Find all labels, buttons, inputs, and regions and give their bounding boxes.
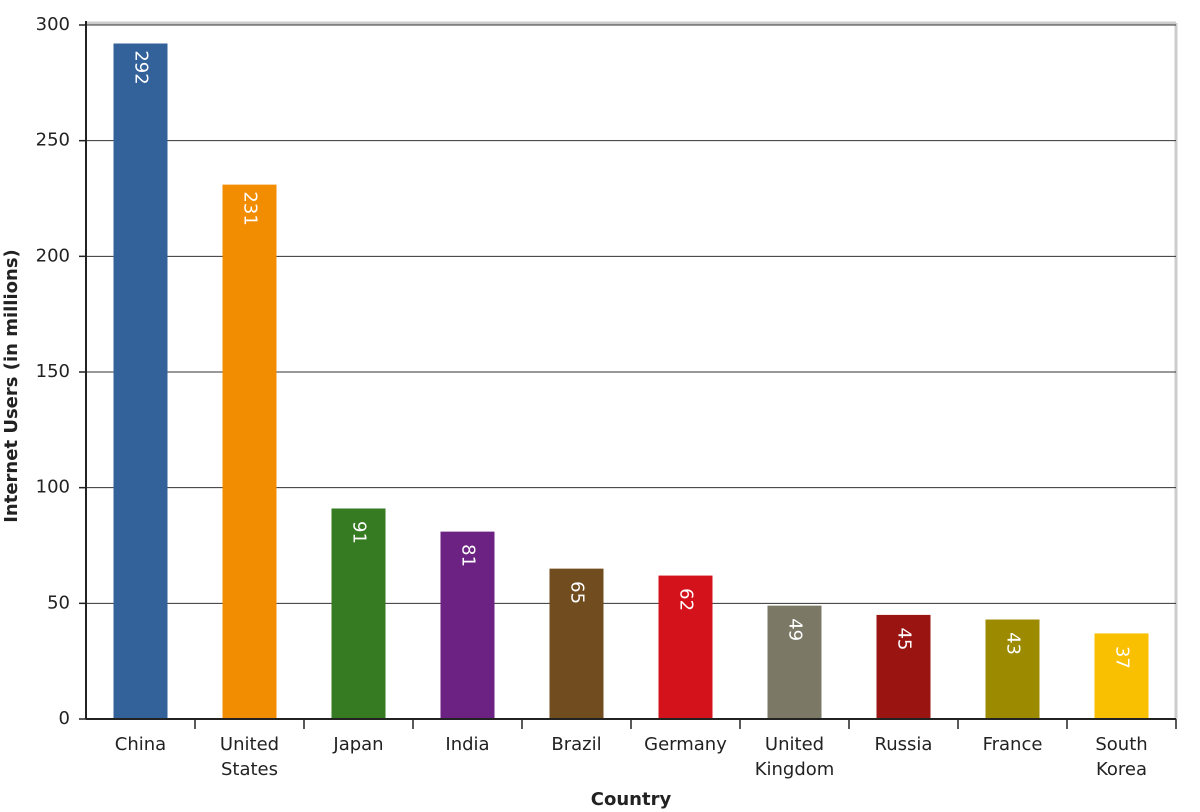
value-label: 231: [240, 191, 261, 225]
bar: [658, 575, 713, 719]
value-label: 65: [567, 581, 588, 604]
x-tick-label: China: [114, 734, 167, 755]
value-label: 49: [785, 618, 806, 641]
x-axis-title: Country: [591, 789, 672, 810]
y-tick-label: 100: [36, 477, 70, 498]
y-tick-label: 50: [47, 592, 70, 613]
y-tick-label: 300: [36, 14, 70, 35]
bar: [985, 619, 1040, 719]
y-tick-label: 200: [36, 245, 70, 266]
bar: [222, 184, 277, 719]
value-label: 62: [676, 588, 697, 611]
value-label: 81: [458, 544, 479, 567]
x-tick-label: Russia: [874, 734, 933, 755]
x-tick-label: South Korea: [1095, 734, 1148, 780]
bar: [113, 43, 168, 720]
x-tick-label: Germany: [644, 734, 727, 755]
y-tick-label: 150: [36, 361, 70, 382]
x-tick-label: United Kingdom: [754, 734, 835, 780]
value-label: 45: [894, 627, 915, 650]
value-label: 43: [1003, 632, 1024, 655]
x-tick-label: India: [445, 734, 490, 755]
x-tick-label: United States: [219, 734, 280, 780]
x-tick-label: Japan: [333, 734, 384, 755]
bar: [549, 568, 604, 719]
bar: [331, 508, 386, 719]
bar: [767, 605, 822, 719]
bar: [876, 614, 931, 719]
value-label: 292: [131, 50, 152, 84]
bar: [1094, 633, 1149, 719]
bar: [440, 531, 495, 719]
y-tick-label: 0: [59, 708, 70, 729]
x-tick-label: Brazil: [551, 734, 602, 755]
y-tick-label: 250: [36, 130, 70, 151]
value-label: 91: [349, 521, 370, 544]
value-label: 37: [1112, 646, 1133, 669]
y-axis-title: Internet Users (in millions): [1, 249, 22, 523]
x-tick-label: France: [982, 734, 1043, 755]
